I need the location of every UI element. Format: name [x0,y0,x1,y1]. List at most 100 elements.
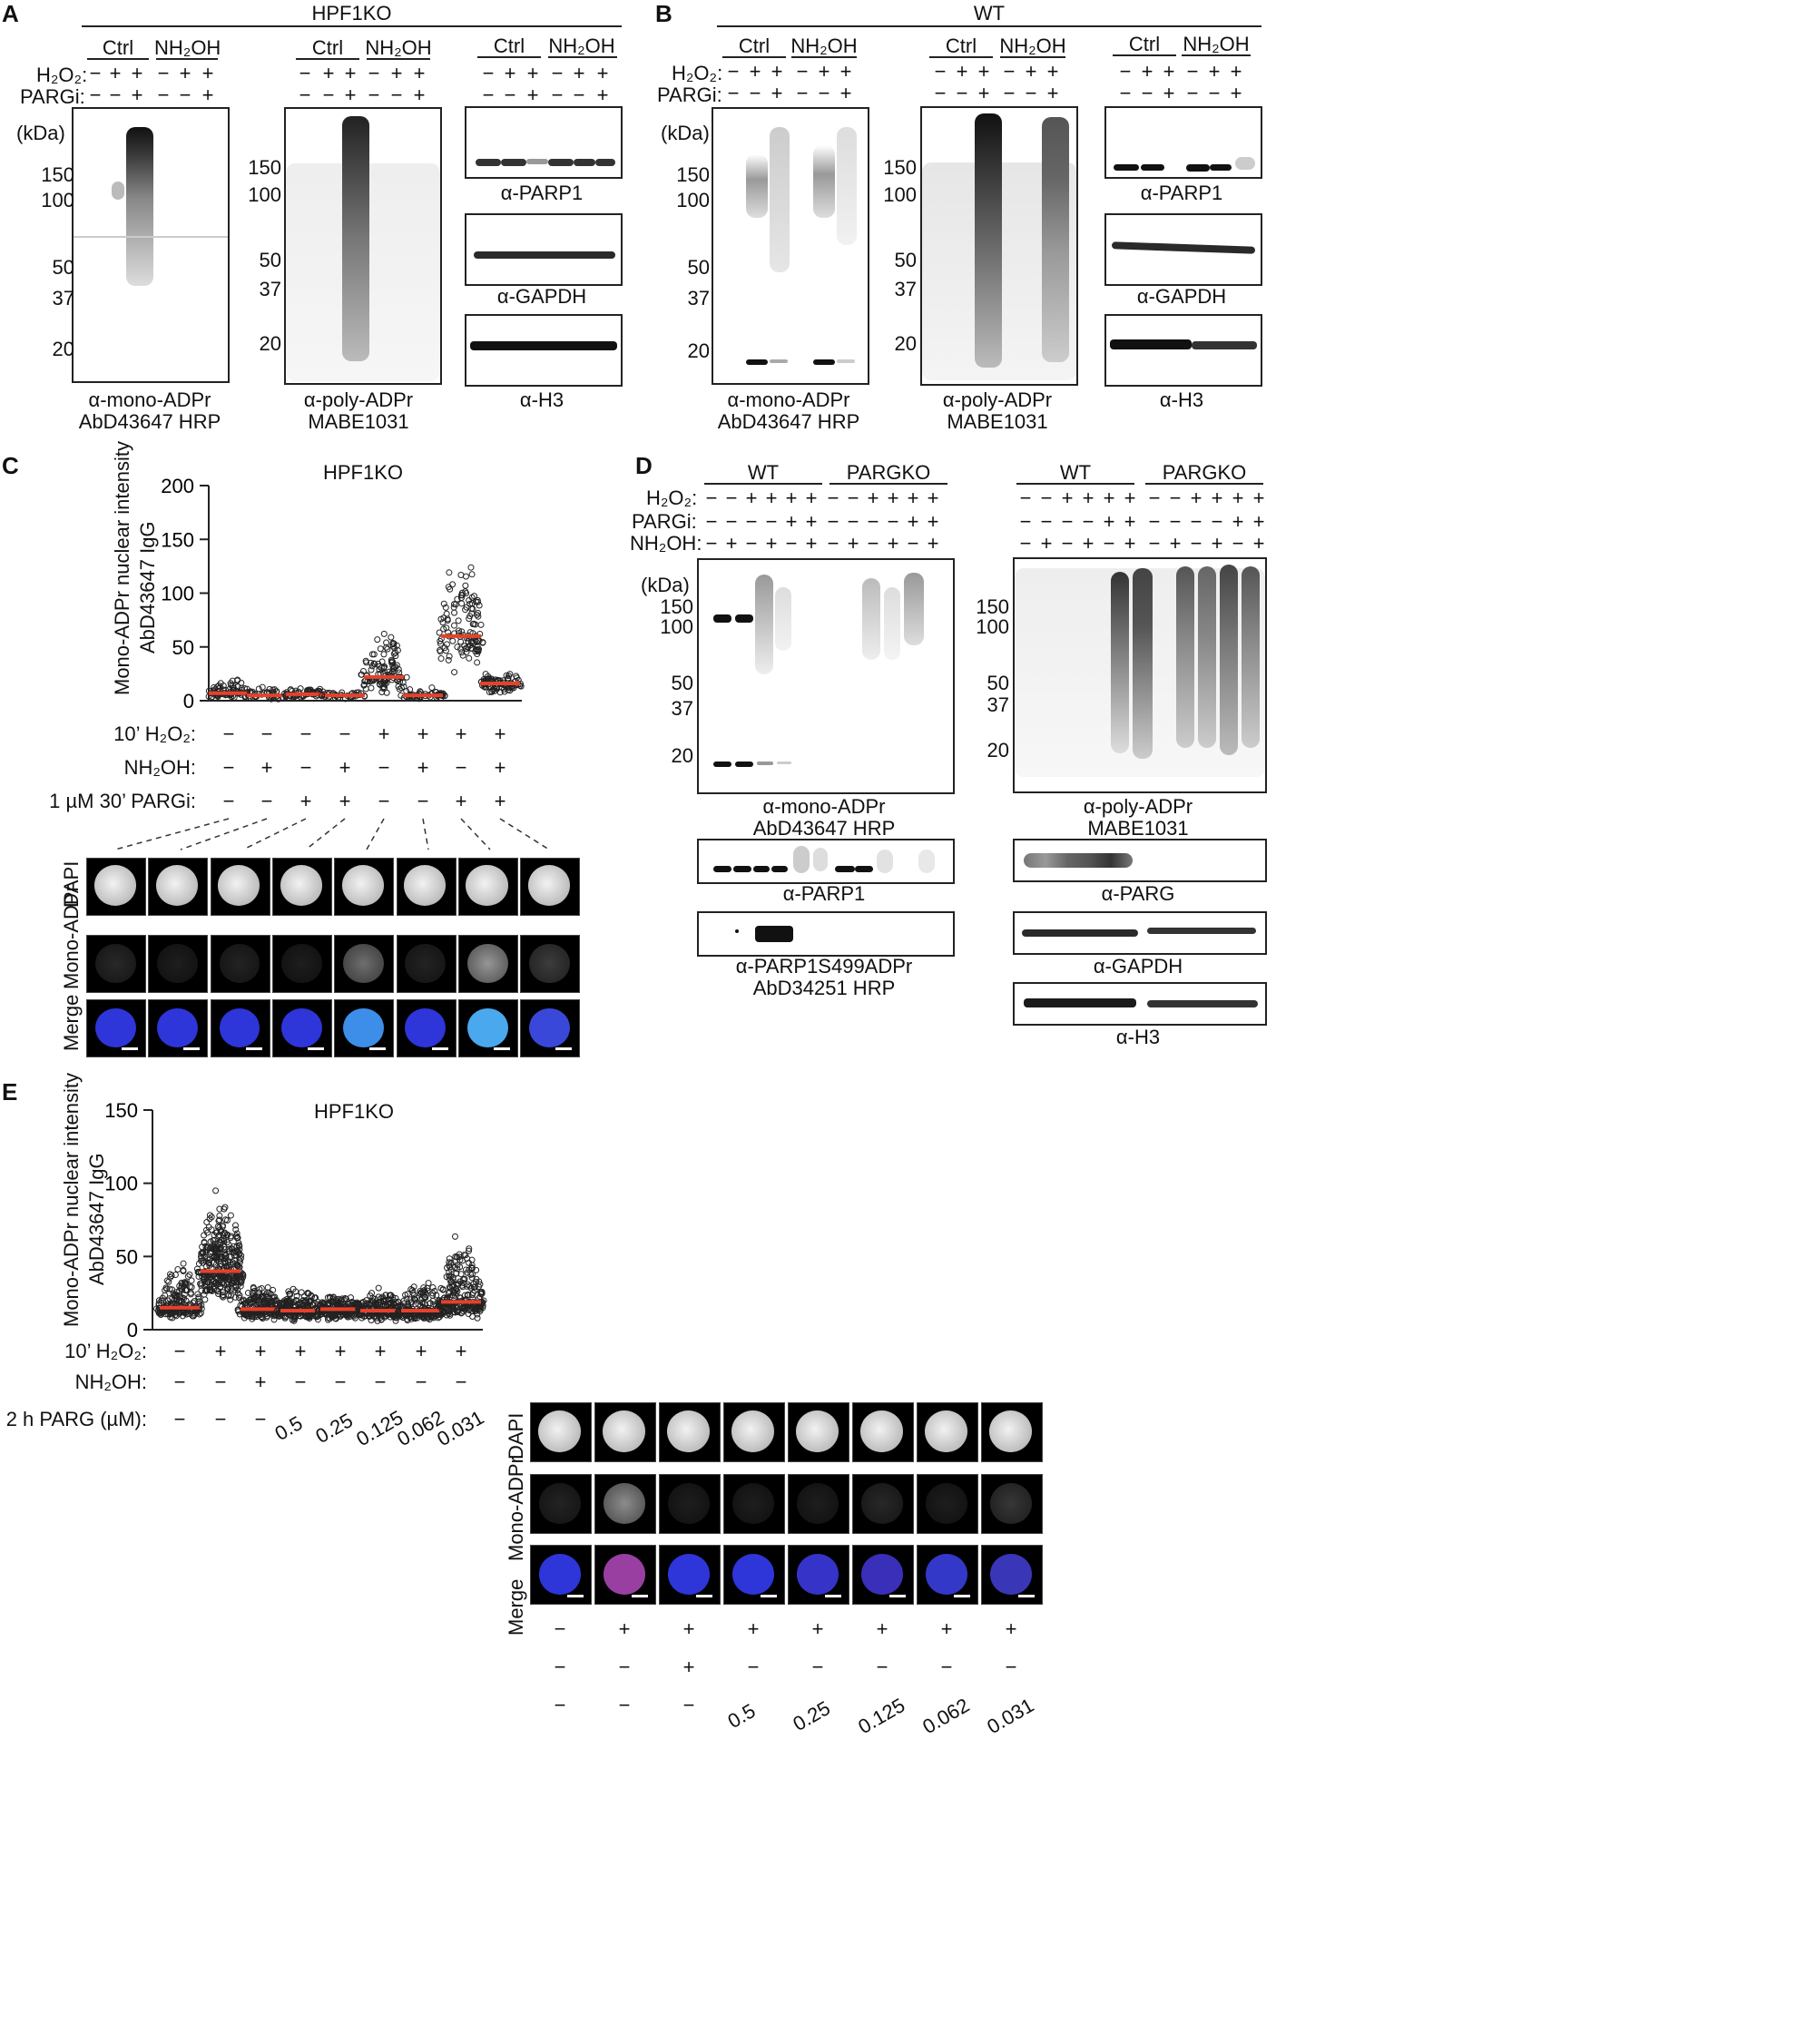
e-sign: + [334,1340,347,1362]
a-h2o2-sign: + [109,62,122,84]
e-sign: − [173,1371,186,1393]
e-sign: − [374,1371,387,1393]
e-row-label: NH₂OH: [74,1371,147,1393]
b-poly-marker: 37 [894,278,917,300]
e-point [227,1212,234,1219]
b-mono-marker: 37 [687,287,710,310]
a-h2o2-sign: + [413,62,426,84]
a-h3-caption: α-H3 [519,388,564,411]
e-point [163,1277,171,1284]
e-nucleus [731,1410,775,1452]
e-row-dapi: DAPI [505,1412,527,1459]
e-nucleus [859,1410,904,1452]
e-nucleus [732,1482,775,1524]
c-point [266,685,273,693]
a-pargi-sign: − [157,84,170,106]
e-point [298,1289,305,1296]
b2-group-ctrl: Ctrl [945,34,977,57]
e-dapi-cell [852,1402,914,1462]
e-dapi-cell [530,1402,592,1462]
e-image-sign: − [682,1694,695,1716]
e-image-sign: − [554,1656,566,1678]
a-pargi-sign: − [299,84,311,106]
e-sign: + [214,1340,227,1362]
e-scale-bar [632,1595,648,1597]
e-row-merge: Merge [505,1578,527,1636]
e-dapi-cell [594,1402,656,1462]
e-dapi-cell [659,1402,721,1462]
e-mono-cell [852,1474,914,1534]
a-h2o2-sign: − [551,62,564,84]
e-point [174,1266,182,1273]
e-scale-bar [567,1595,584,1597]
e-point [451,1233,458,1240]
a-pargi-sign: − [179,84,191,106]
b-h2o2-sign: − [796,60,809,83]
c-point [234,683,241,691]
a1-line [87,58,149,60]
e-sign: + [294,1340,307,1362]
e-row-mono: Mono-ADPr [505,1457,527,1561]
b-gapdh-caption: α-GAPDH [1136,285,1227,308]
panel-c-label: C [2,452,19,479]
b-h2o2-sign: + [771,60,783,83]
e-image-sign: − [876,1656,888,1678]
b-pargi-sign: − [1003,82,1016,104]
b-h2o2-sign: + [839,60,852,83]
b-pargi-sign: − [1141,82,1153,104]
e-image-sign: − [554,1617,566,1640]
e-sign: − [214,1371,227,1393]
a-h2o2-sign: + [504,62,516,84]
b-poly-marker: 150 [883,156,917,179]
b3-group-nh2oh: NH₂OH [1183,33,1250,55]
b-poly-marker: 100 [883,183,917,206]
b-pargi-sign: − [934,82,947,104]
b3-line [1182,54,1251,56]
e-point [172,1272,179,1279]
a-h2o2-sign: + [131,62,143,84]
e-nucleus [668,1482,711,1524]
e-dapi-cell [723,1402,785,1462]
e-point [201,1296,209,1303]
e-nucleus [604,1482,646,1524]
e-point [168,1272,175,1279]
e-merge-cell [788,1545,849,1605]
e-dapi-cell [788,1402,849,1462]
b-h2o2-sign: + [1141,60,1153,83]
a-h2o2-sign: + [179,62,191,84]
e-nucleus [539,1553,582,1595]
panel-a-header-line [82,25,622,27]
e-sign: − [415,1371,427,1393]
b3-group-ctrl: Ctrl [1128,33,1161,55]
e-mono-cell [530,1474,592,1534]
e-mono-cell [723,1474,785,1534]
a2-line [296,58,359,60]
a-h2o2-sign: + [573,62,585,84]
e-point [212,1187,220,1194]
a-h2o2-sign: + [344,62,357,84]
a2-line [367,58,430,60]
e-image-sign: − [1005,1656,1017,1678]
e-image-sign: − [940,1656,953,1678]
e-y-tick-label: 0 [127,1319,138,1341]
e-y-tick-label: 100 [104,1173,138,1195]
a-pargi-sign: + [201,84,214,106]
a-pargi-sign: − [89,84,102,106]
a-mono-marker: 50 [52,256,74,279]
b1-line [722,56,786,58]
c-y-tick-label: 50 [172,636,194,659]
e-sign: + [415,1340,427,1362]
c-point [210,683,217,691]
a-pargi-sign: + [413,84,426,106]
c-point [238,679,245,686]
e-mono-cell [917,1474,978,1534]
a-pargi-sign: − [322,84,335,106]
a-gapdh-blot [465,213,623,286]
e-image-sign: + [682,1617,695,1640]
a-poly-blot [284,107,442,385]
e-merge-cell [852,1545,914,1605]
b-mono-marker: 150 [676,163,710,186]
b1-group-nh2oh: NH₂OH [790,34,858,57]
e-y-tick-label: 50 [116,1245,138,1268]
